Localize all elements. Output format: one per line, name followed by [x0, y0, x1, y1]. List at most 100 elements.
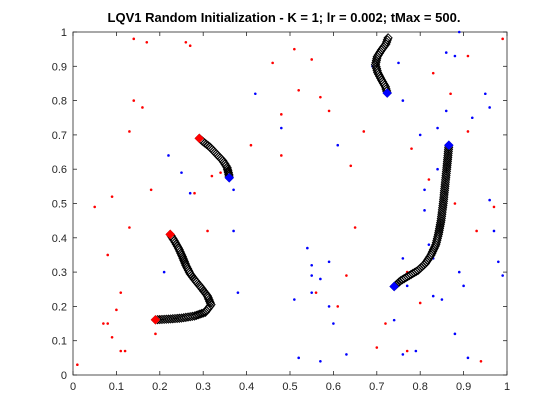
- data-point-red: [102, 322, 105, 325]
- data-point-red: [193, 191, 196, 195]
- data-point-red: [219, 171, 222, 174]
- data-point-red: [319, 95, 322, 99]
- data-point-blue: [232, 188, 235, 192]
- data-point-blue: [401, 353, 405, 356]
- data-point-red: [184, 40, 188, 44]
- data-point-red: [145, 40, 149, 44]
- data-point-red: [405, 349, 409, 353]
- data-point-red: [132, 99, 136, 102]
- data-point-blue: [423, 209, 426, 212]
- data-point-blue: [436, 167, 439, 171]
- data-point-blue: [457, 30, 461, 34]
- data-point-red: [128, 130, 131, 133]
- data-point-blue: [167, 154, 170, 157]
- data-point-blue: [501, 274, 504, 277]
- data-point-red: [188, 44, 192, 48]
- x-tick-label: 1: [504, 381, 510, 393]
- data-point-red: [410, 147, 413, 150]
- data-point-blue: [280, 126, 283, 130]
- y-tick-label: 0: [61, 370, 67, 382]
- axes-box: [72, 31, 508, 376]
- data-point-red: [206, 229, 209, 233]
- data-point-red: [119, 349, 123, 353]
- data-point-blue: [497, 260, 500, 264]
- data-point-blue: [457, 270, 461, 274]
- data-point-blue: [310, 291, 314, 294]
- data-point-blue: [327, 305, 331, 308]
- chart-title: LQV1 Random Initialization - K = 1; lr =…: [108, 10, 461, 25]
- data-point-red: [123, 349, 127, 353]
- data-point-blue: [310, 274, 314, 277]
- x-tick-label: 0: [70, 381, 76, 393]
- x-tick-label: 0.2: [152, 381, 167, 393]
- data-point-blue: [236, 291, 240, 294]
- data-point-red: [210, 174, 214, 178]
- data-point-blue: [492, 229, 496, 233]
- data-point-red: [431, 71, 435, 75]
- data-point-red: [149, 188, 153, 192]
- data-point-blue: [488, 106, 491, 109]
- prototype-red-marker: [194, 133, 205, 144]
- data-point-red: [76, 363, 79, 367]
- prototype-blue-marker: [389, 281, 399, 292]
- data-point-red: [466, 54, 470, 58]
- y-tick-label: 0.2: [52, 301, 67, 313]
- data-point-red: [349, 164, 353, 168]
- y-tick-label: 0.5: [52, 199, 67, 211]
- data-point-blue: [401, 257, 405, 260]
- data-point-blue: [232, 229, 235, 233]
- prototype-blue-marker: [444, 140, 454, 150]
- data-point-red: [375, 346, 379, 349]
- x-tick-label: 0.8: [413, 381, 428, 393]
- data-point-red: [362, 130, 366, 133]
- trajectory-marker: [159, 314, 169, 325]
- data-point-blue: [297, 356, 300, 360]
- data-point-red: [106, 322, 110, 325]
- data-point-red: [249, 143, 253, 147]
- x-tick-label: 0.9: [456, 381, 471, 393]
- data-point-blue: [488, 198, 491, 202]
- data-point-red: [479, 359, 483, 363]
- prototype-red-marker: [165, 229, 175, 240]
- prototype-blue-marker: [382, 88, 392, 98]
- y-tick-label: 0.4: [52, 233, 67, 245]
- data-point-red: [492, 205, 496, 209]
- data-point-red: [141, 106, 144, 109]
- data-point-red: [327, 109, 331, 113]
- data-point-blue: [188, 191, 192, 195]
- data-point-blue: [405, 284, 409, 288]
- data-point-red: [293, 47, 296, 51]
- data-point-blue: [392, 318, 396, 322]
- data-point-red: [453, 202, 457, 205]
- data-point-blue: [310, 263, 314, 267]
- prototype-red-marker: [150, 315, 161, 325]
- data-point-blue: [418, 133, 422, 137]
- data-point-blue: [436, 126, 439, 130]
- x-tick-label: 0.1: [109, 381, 124, 393]
- data-point-red: [353, 226, 357, 229]
- data-point-red: [119, 291, 123, 294]
- data-point-blue: [431, 294, 435, 298]
- data-point-red: [280, 113, 283, 116]
- data-point-blue: [470, 116, 474, 120]
- data-point-red: [132, 37, 136, 41]
- x-tick-label: 0.5: [282, 381, 297, 393]
- data-point-blue: [453, 332, 457, 336]
- data-point-blue: [462, 284, 465, 288]
- data-point-blue: [427, 243, 431, 246]
- data-point-red: [501, 37, 504, 41]
- data-point-blue: [423, 188, 426, 192]
- data-point-blue: [414, 349, 418, 353]
- data-point-red: [154, 332, 157, 336]
- data-point-blue: [306, 246, 309, 250]
- data-point-blue: [293, 298, 296, 301]
- data-point-red: [297, 89, 300, 92]
- x-tick-label: 0.4: [239, 381, 254, 393]
- data-point-blue: [444, 109, 448, 113]
- data-point-red: [466, 130, 470, 133]
- y-tick-label: 0.9: [52, 61, 67, 73]
- data-point-red: [427, 178, 431, 181]
- y-tick-label: 0.7: [52, 130, 67, 142]
- data-point-red: [449, 92, 452, 96]
